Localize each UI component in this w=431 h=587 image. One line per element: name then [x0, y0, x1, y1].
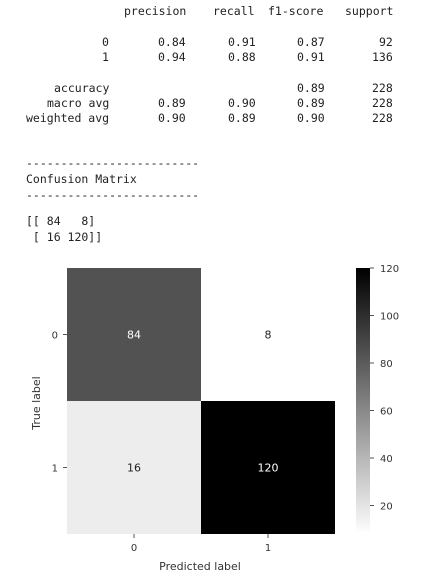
- confusion-matrix-array: [[ 84 8] [ 16 120]]: [26, 214, 102, 256]
- accuracy-support: 228: [372, 81, 393, 95]
- y-tick-label: 1: [52, 464, 58, 475]
- row0-recall: 0.91: [228, 35, 256, 49]
- row1-label: 1: [102, 50, 109, 64]
- colorbar-tick-label: 20: [380, 502, 393, 513]
- colorbar-tick-label: 120: [380, 264, 399, 275]
- row0-precision: 0.84: [158, 35, 186, 49]
- colorbar-tick-label: 80: [380, 359, 393, 370]
- colorbar-tick-label: 60: [380, 407, 393, 418]
- heatmap-cell-value: 8: [265, 329, 272, 342]
- macro-avg-recall: 0.90: [228, 96, 256, 110]
- header-precision: precision: [124, 4, 187, 18]
- colorbar: [356, 268, 370, 534]
- weighted-avg-precision: 0.90: [158, 111, 186, 125]
- matrix-line-1: [[ 84 8]: [26, 214, 96, 228]
- row0-label: 0: [102, 35, 109, 49]
- separator-top: -------------------------: [26, 156, 200, 170]
- x-axis-label: Predicted label: [159, 560, 241, 573]
- row1-support: 136: [372, 50, 393, 64]
- macro-avg-f1: 0.89: [297, 96, 325, 110]
- row0-f1: 0.87: [297, 35, 325, 49]
- heatmap-cell-value: 120: [258, 462, 279, 475]
- weighted-avg-support: 228: [372, 111, 393, 125]
- row1-f1: 0.91: [297, 50, 325, 64]
- heatmap-cells: [67, 268, 335, 534]
- macro-avg-label: macro avg: [47, 96, 110, 110]
- matrix-line-2: [ 16 120]]: [26, 230, 103, 244]
- macro-avg-support: 228: [372, 96, 393, 110]
- colorbar-ticks: 20 40 60 80 100 120: [370, 264, 399, 513]
- section-title: Confusion Matrix: [26, 172, 137, 186]
- y-axis-label: True label: [30, 376, 43, 430]
- classification-report: precision recall f1-score support 0 0.84…: [0, 0, 431, 140]
- row1-recall: 0.88: [228, 50, 256, 64]
- y-axis-ticks: 01: [52, 331, 67, 475]
- x-tick-label: 0: [131, 543, 137, 554]
- heatmap-cell: [201, 268, 335, 401]
- weighted-avg-label: weighted avg: [26, 111, 110, 125]
- macro-avg-precision: 0.89: [158, 96, 186, 110]
- heatmap-cell: [67, 401, 201, 534]
- row1-precision: 0.94: [158, 50, 186, 64]
- row0-support: 92: [379, 35, 393, 49]
- header-support: support: [345, 4, 394, 18]
- header-f1-score: f1-score: [268, 4, 324, 18]
- colorbar-tick-label: 100: [380, 312, 399, 323]
- confusion-matrix-header: ------------------------- Confusion Matr…: [26, 156, 406, 212]
- weighted-avg-recall: 0.89: [228, 111, 256, 125]
- x-tick-label: 1: [265, 543, 271, 554]
- y-tick-label: 0: [52, 331, 58, 342]
- heatmap-cell: [201, 401, 335, 534]
- accuracy-label: accuracy: [54, 81, 110, 95]
- accuracy-f1: 0.89: [297, 81, 325, 95]
- heatmap-cell-value: 84: [127, 329, 141, 342]
- heatmap-cell-value: 16: [127, 462, 141, 475]
- separator-bottom: -------------------------: [26, 188, 200, 202]
- colorbar-tick-label: 40: [380, 454, 393, 465]
- heatmap-cell: [67, 268, 201, 401]
- weighted-avg-f1: 0.90: [297, 111, 325, 125]
- header-recall: recall: [213, 4, 255, 18]
- heatmap-cell-labels: 84 8 16 120: [127, 329, 279, 475]
